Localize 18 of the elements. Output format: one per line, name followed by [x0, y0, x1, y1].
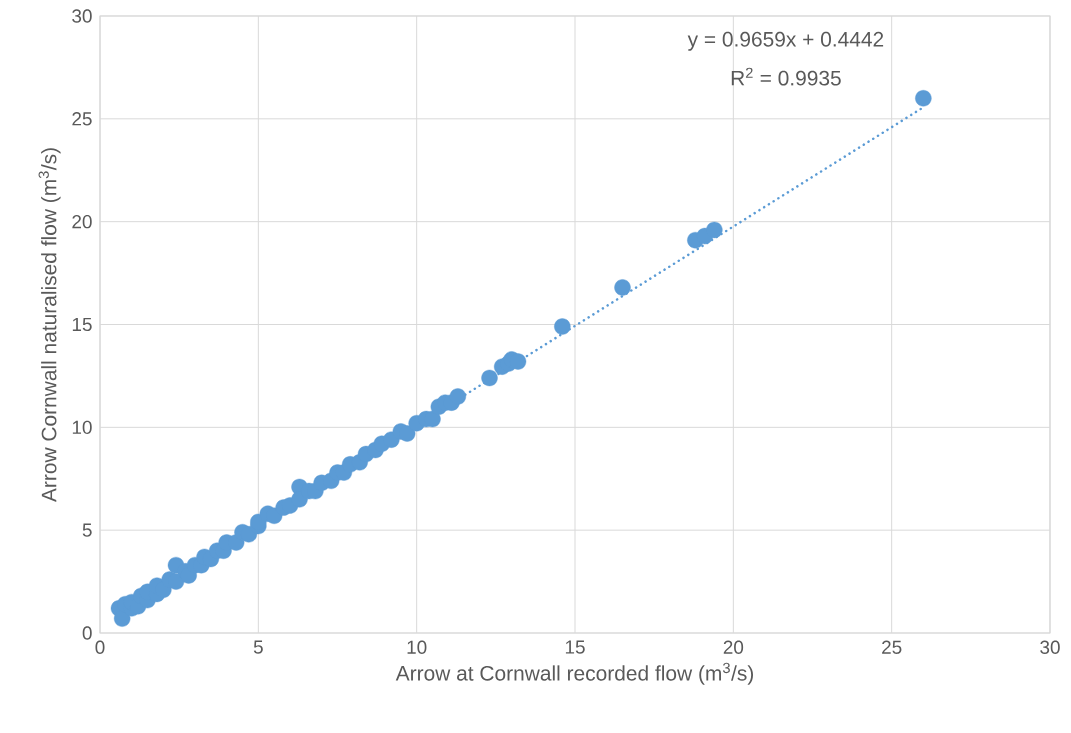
- x-tick-label: 20: [723, 640, 744, 654]
- x-tick-label: 30: [1040, 640, 1060, 654]
- y-tick-label: 25: [72, 112, 92, 126]
- annotation: y = 0.9659x + 0.4442: [687, 31, 884, 51]
- y-tick-label: 10: [72, 420, 92, 435]
- x-tick-label: 10: [407, 640, 427, 654]
- x-tick-label: 15: [565, 640, 585, 654]
- y-tick-label: 20: [72, 214, 92, 229]
- x-axis-title: Arrow at Cornwall recorded flow (m$^{3}$/s): [395, 662, 753, 685]
- y-tick-label: 5: [82, 523, 92, 537]
- y-tick-label: 0: [82, 626, 92, 640]
- x-tick-label: 5: [253, 640, 263, 654]
- x-tick-label: 25: [882, 640, 902, 654]
- x-tick-label: 0: [95, 640, 105, 654]
- y-tick-label: 30: [72, 9, 92, 23]
- y-axis-title: Arrow Cornwall naturalised flow (m$^{3}$/s): [38, 148, 61, 502]
- annotation: R$^{2}$ = 0.9935: [731, 67, 841, 86]
- y-tick-label: 15: [72, 317, 92, 332]
